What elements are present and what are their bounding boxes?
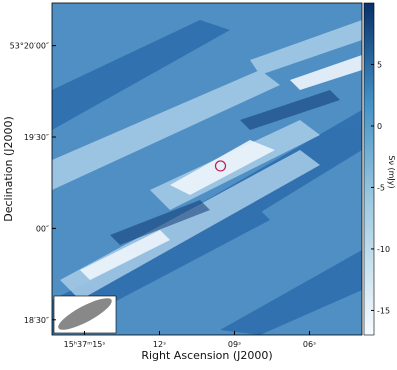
colorbar-label: Sν (mJy) [387, 155, 396, 188]
colorbar-tick-label: -15 [377, 306, 390, 315]
y-tick-label: 18′30″ [24, 316, 49, 325]
y-tick-label: 19′30″ [24, 133, 49, 142]
x-tick-label: 06ˢ [303, 340, 316, 349]
x-label: Right Ascension (J2000) [141, 349, 272, 362]
image [52, 3, 362, 335]
source-marker [214, 160, 227, 172]
y-tick-label: 53°20′00″ [10, 42, 49, 51]
x-tick-label: 12ˢ [153, 340, 166, 349]
y-label: Declination (J2000) [2, 116, 15, 222]
x-tick-label: 15ʰ37ᵐ15ˢ [64, 340, 106, 349]
y-tick-label: 00″ [36, 224, 49, 233]
colorbar-tick-label: 0 [377, 122, 382, 131]
beam [58, 298, 112, 330]
plot-frame [51, 2, 363, 336]
colorbar [363, 2, 375, 336]
x-tick-label: 09ˢ [228, 340, 241, 349]
colorbar-tick-label: -10 [377, 245, 390, 254]
colorbar-tick-label: -5 [377, 183, 385, 192]
colorbar-tick-label: 5 [377, 60, 382, 69]
